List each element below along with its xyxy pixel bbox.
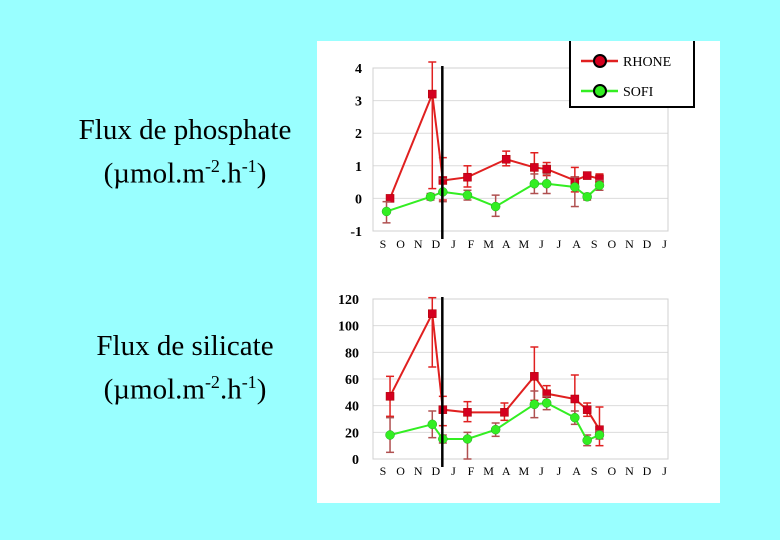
sofi-data-point [491,202,500,211]
x-tick-label: F [468,464,475,478]
sofi-data-point [428,420,437,429]
x-tick-label: J [662,464,667,478]
x-tick-label: J [539,237,544,251]
rhone-series-line [390,314,599,430]
y-tick-label: 100 [338,320,359,335]
x-tick-label: D [643,237,652,251]
silicate-axis-label: Flux de silicate (µmol.m-2.h-1) [40,328,330,408]
x-tick-label: A [502,464,511,478]
x-tick-label: D [431,237,440,251]
sofi-legend-marker [594,85,606,97]
y-tick-label: 4 [355,62,362,77]
x-tick-label: M [518,237,529,251]
x-tick-label: N [414,237,423,251]
silicate-label-line2: (µmol.m-2.h-1) [40,364,330,408]
rhone-legend-label: RHONE [623,55,671,70]
y-tick-label: -1 [350,225,362,240]
y-tick-label: 1 [355,160,362,175]
chart-silicate: 020406080100120SONDJFMAMJJASONDJ [338,293,668,478]
x-tick-label: O [396,464,405,478]
x-tick-label: M [483,237,494,251]
rhone-series-line [390,94,599,198]
rhone-data-point [583,406,591,414]
x-tick-label: S [591,464,598,478]
silicate-label-line1: Flux de silicate [40,328,330,364]
sofi-data-point [382,207,391,216]
y-tick-label: 40 [345,400,359,415]
sofi-data-point [583,436,592,445]
x-tick-label: J [539,464,544,478]
sofi-legend-label: SOFI [623,85,654,100]
rhone-data-point [543,165,551,173]
y-tick-label: 20 [345,426,359,441]
charts-svg: -101234SONDJFMAMJJASONDJRHONESOFI0204060… [317,41,720,503]
x-tick-label: O [396,237,405,251]
x-tick-label: O [607,464,616,478]
sofi-data-point [595,431,604,440]
sofi-data-point [530,179,539,188]
sofi-data-point [542,179,551,188]
x-tick-label: J [557,464,562,478]
x-tick-label: A [572,464,581,478]
sofi-data-point [542,399,551,408]
x-tick-label: J [557,237,562,251]
x-tick-label: N [625,237,634,251]
rhone-data-point [463,408,471,416]
x-tick-label: A [502,237,511,251]
rhone-data-point [428,310,436,318]
y-tick-label: 80 [345,346,359,361]
x-tick-label: O [607,237,616,251]
y-tick-label: 0 [352,453,359,468]
sofi-data-point [426,192,435,201]
sofi-data-point [570,182,579,191]
sofi-data-point [463,191,472,200]
sofi-data-point [570,413,579,422]
y-tick-label: 2 [355,127,362,142]
rhone-legend-marker [594,55,606,67]
x-tick-label: M [518,464,529,478]
phosphate-label-line2: (µmol.m-2.h-1) [40,148,330,192]
x-tick-label: J [451,237,456,251]
rhone-data-point [530,163,538,171]
x-tick-label: M [483,464,494,478]
rhone-data-point [386,392,394,400]
rhone-data-point [428,90,436,98]
rhone-data-point [502,155,510,163]
x-tick-label: N [625,464,634,478]
legend: RHONE SOFI [570,41,694,107]
rhone-data-point [583,172,591,180]
phosphate-label-line1: Flux de phosphate [40,112,330,148]
sofi-data-point [530,400,539,409]
sofi-data-point [386,431,395,440]
x-tick-label: D [431,464,440,478]
x-tick-label: D [643,464,652,478]
y-tick-label: 3 [355,95,362,110]
x-tick-label: N [414,464,423,478]
x-tick-label: S [380,237,387,251]
chart-panel: -101234SONDJFMAMJJASONDJRHONESOFI0204060… [317,41,720,503]
x-tick-label: J [662,237,667,251]
sofi-data-point [463,435,472,444]
x-tick-label: S [380,464,387,478]
sofi-data-point [491,425,500,434]
y-tick-label: 0 [355,192,362,207]
chart-phosphate: -101234SONDJFMAMJJASONDJRHONESOFI [350,41,694,251]
x-tick-label: S [591,237,598,251]
y-tick-label: 120 [338,293,359,308]
sofi-data-point [583,192,592,201]
rhone-data-point [463,173,471,181]
y-tick-label: 60 [345,373,359,388]
sofi-series-line [390,403,599,440]
x-tick-label: F [468,237,475,251]
rhone-data-point [530,372,538,380]
phosphate-axis-label: Flux de phosphate (µmol.m-2.h-1) [40,112,330,192]
sofi-data-point [595,181,604,190]
rhone-data-point [571,395,579,403]
x-tick-label: J [451,464,456,478]
x-tick-label: A [572,237,581,251]
rhone-data-point [500,408,508,416]
